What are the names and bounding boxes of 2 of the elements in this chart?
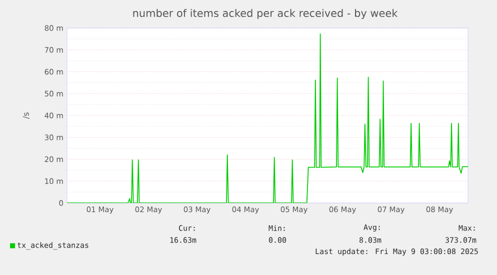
chart-title: number of items acked per ack received - by week xyxy=(133,8,398,20)
line-series xyxy=(67,33,468,203)
